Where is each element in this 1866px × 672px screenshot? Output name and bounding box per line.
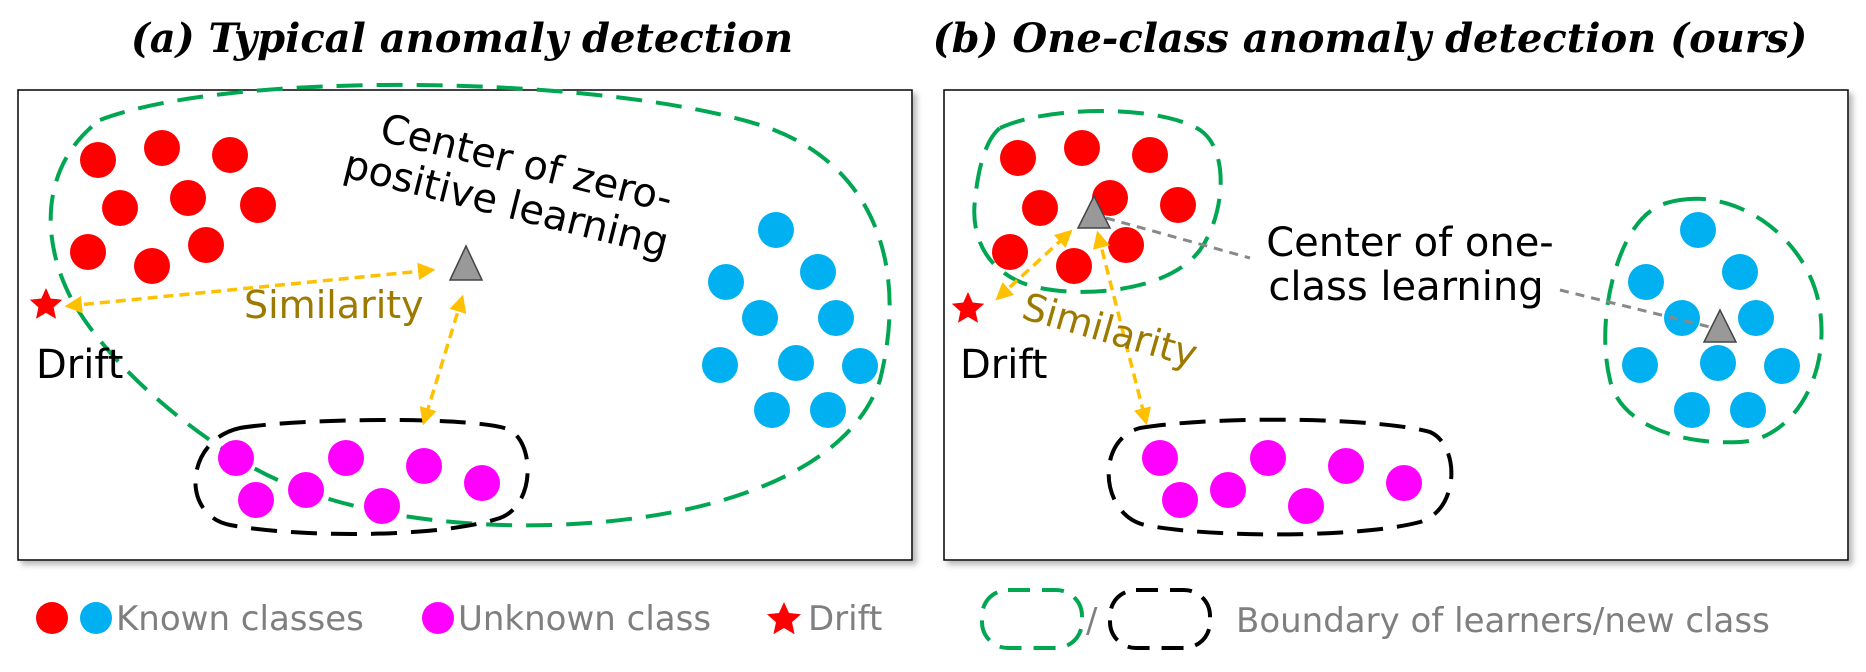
unknown-point — [288, 472, 324, 508]
panel-a-unknown-cluster — [218, 440, 500, 524]
unknown-point — [1328, 448, 1364, 484]
known-red-point — [144, 130, 180, 166]
gray-triangle-icon — [1702, 308, 1738, 343]
known-red-point — [212, 137, 248, 173]
known-red-point — [240, 187, 276, 223]
unknown-point — [464, 465, 500, 501]
legend-unknown-class-label: Unknown class — [458, 599, 711, 639]
known-blue-point — [1764, 348, 1800, 384]
unknown-point — [328, 440, 364, 476]
known-blue-point — [1730, 392, 1766, 428]
panel-a: (a) Typical anomaly detection — [17, 15, 913, 561]
red-star-icon — [29, 288, 63, 319]
known-red-point — [102, 190, 138, 226]
known-red-point — [1108, 227, 1144, 263]
panel-b-leader-line-red-center — [1105, 216, 1251, 260]
panel-b-known-blue-cluster — [1622, 212, 1800, 428]
panel-b-similarity-arrow-unknown — [1092, 230, 1152, 426]
known-red-point — [80, 142, 116, 178]
panel-a-known-blue-cluster — [702, 212, 878, 428]
gray-triangle-icon — [448, 244, 484, 281]
panel-b-center-label-line2: class learning — [1268, 264, 1543, 310]
panel-b-unknown-cluster — [1142, 440, 1422, 524]
panel-b: (b) One-class anomaly detection (ours) — [933, 15, 1849, 561]
legend-learner-boundary-swatch — [980, 588, 1084, 650]
known-red-point — [170, 180, 206, 216]
unknown-point — [218, 440, 254, 476]
known-red-point — [1000, 140, 1036, 176]
panel-a-similarity-label: Similarity — [244, 283, 424, 327]
panel-a-drift-label: Drift — [36, 342, 123, 388]
legend-drift-label: Drift — [808, 599, 882, 639]
legend-unknown-swatch — [422, 602, 454, 634]
panel-b-learner-boundary-blue — [1603, 196, 1824, 445]
known-blue-point — [708, 264, 744, 300]
panel-a-similarity-arrow-unknown — [419, 294, 467, 426]
legend-known-red-swatch — [36, 602, 68, 634]
unknown-point — [364, 488, 400, 524]
unknown-point — [238, 482, 274, 518]
known-blue-point — [842, 348, 878, 384]
known-red-point — [992, 234, 1028, 270]
known-blue-point — [800, 254, 836, 290]
legend-new-class-boundary-swatch — [1108, 588, 1212, 650]
panel-b-drift-label: Drift — [960, 342, 1047, 388]
known-blue-point — [1674, 392, 1710, 428]
known-blue-point — [1628, 264, 1664, 300]
panel-b-leader-line-blue-center — [1559, 288, 1715, 330]
red-star-icon — [951, 292, 985, 323]
panel-b-center-label-line1: Center of one- — [1266, 220, 1553, 266]
known-blue-point — [778, 345, 814, 381]
legend-known-blue-swatch — [80, 602, 112, 634]
known-blue-point — [1622, 347, 1658, 383]
known-red-point — [70, 234, 106, 270]
unknown-point — [1288, 488, 1324, 524]
unknown-point — [1210, 472, 1246, 508]
panel-a-similarity-arrow-drift — [64, 262, 436, 314]
known-blue-point — [754, 392, 790, 428]
unknown-point — [1250, 440, 1286, 476]
known-blue-point — [742, 300, 778, 336]
known-blue-point — [1722, 254, 1758, 290]
panel-b-learner-boundary-red — [972, 109, 1223, 294]
known-blue-point — [758, 212, 794, 248]
red-star-icon — [767, 602, 801, 635]
unknown-point — [406, 448, 442, 484]
known-red-point — [1022, 190, 1058, 226]
panel-b-title: (b) One-class anomaly detection (ours) — [933, 15, 1808, 62]
known-blue-point — [1664, 300, 1700, 336]
gray-triangle-icon — [1076, 194, 1112, 229]
legend-separator: / — [1086, 601, 1098, 641]
known-blue-point — [1738, 300, 1774, 336]
known-red-point — [1092, 180, 1128, 216]
legend-boundary-label: Boundary of learners/new class — [1236, 601, 1770, 641]
known-red-point — [1064, 130, 1100, 166]
known-red-point — [188, 227, 224, 263]
known-red-point — [1056, 248, 1092, 284]
panel-a-known-red-cluster — [70, 130, 276, 284]
known-blue-point — [702, 347, 738, 383]
known-blue-point — [818, 300, 854, 336]
panel-b-new-class-boundary — [1106, 417, 1454, 537]
legend-known-classes-label: Known classes — [116, 599, 364, 639]
known-red-point — [1132, 137, 1168, 173]
known-blue-point — [1680, 212, 1716, 248]
known-blue-point — [810, 392, 846, 428]
legend: Known classes Unknown class Drift / Boun… — [36, 588, 1770, 650]
unknown-point — [1386, 465, 1422, 501]
known-red-point — [134, 248, 170, 284]
panel-a-title: (a) Typical anomaly detection — [131, 15, 793, 62]
known-blue-point — [1700, 345, 1736, 381]
unknown-point — [1162, 482, 1198, 518]
panel-b-similarity-arrow-drift — [995, 229, 1073, 301]
unknown-point — [1142, 440, 1178, 476]
known-red-point — [1160, 187, 1196, 223]
